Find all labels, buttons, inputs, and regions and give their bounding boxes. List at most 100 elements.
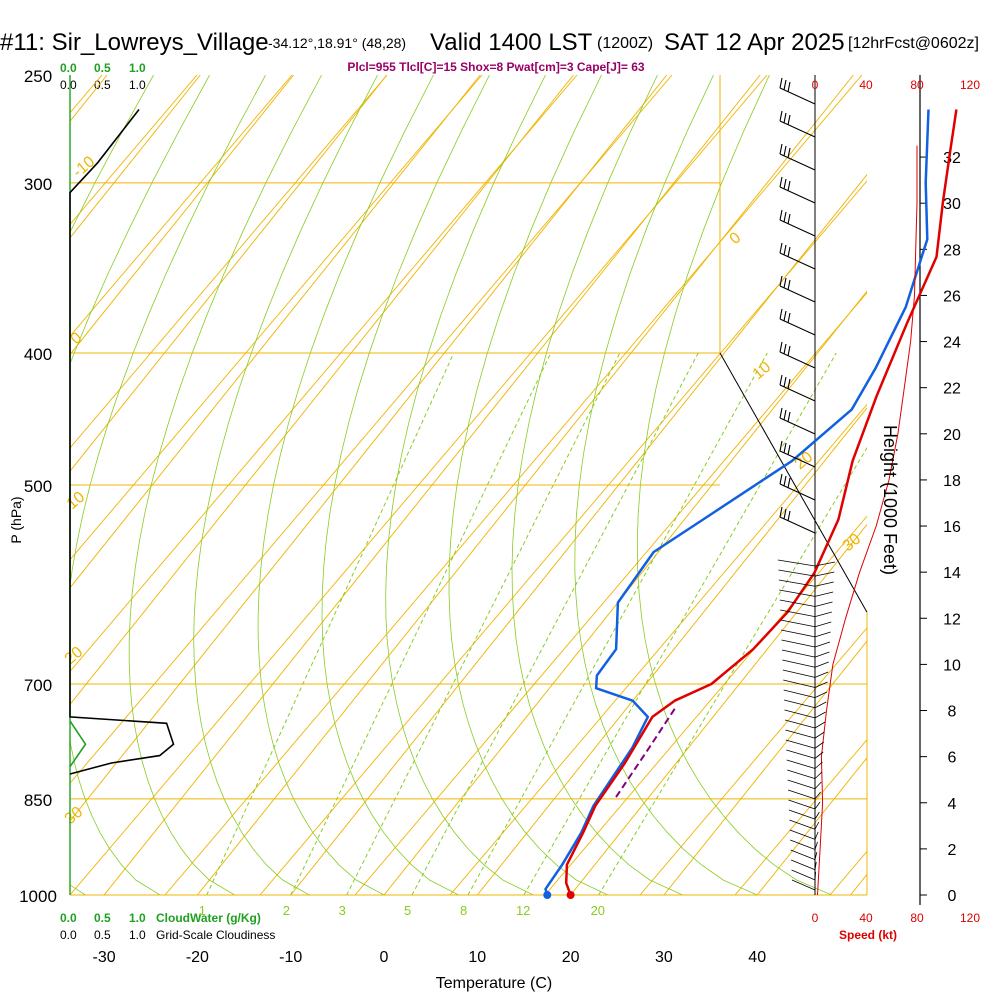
wind-barb-flag xyxy=(783,112,787,124)
wind-barb-flag xyxy=(779,242,783,254)
wind-barb-flag xyxy=(783,508,787,520)
wind-barb-flag xyxy=(779,110,783,122)
temperature-tick-label: -30 xyxy=(93,949,116,966)
wind-barb-flag xyxy=(787,279,791,291)
dry-adiabat-line xyxy=(925,75,1000,895)
wind-barb xyxy=(779,186,816,204)
wind-barb xyxy=(778,569,816,577)
wind-barb xyxy=(779,516,816,534)
cloud-water-label: CloudWater (g/Kg) xyxy=(156,911,261,925)
wind-barb-tail xyxy=(814,731,825,739)
wind-barb-tail xyxy=(814,801,821,810)
wind-barb-tail xyxy=(814,661,829,668)
wind-barb xyxy=(779,153,816,171)
wind-barb xyxy=(779,450,816,468)
wind-barb-flag xyxy=(779,143,783,155)
forecast-label: [12hrFcst@0602z] xyxy=(848,35,979,52)
height-tick-label: 14 xyxy=(943,565,961,582)
speed-axis-label: Speed (kt) xyxy=(839,928,897,942)
wind-barb-flag xyxy=(783,79,787,91)
mixing-ratio-label: 3 xyxy=(339,903,346,918)
wind-barb xyxy=(788,799,816,810)
dewpoint-line xyxy=(544,109,930,896)
pressure-tick-label: 850 xyxy=(24,791,52,810)
wind-barb-flag xyxy=(787,180,791,192)
dry-adiabat-line xyxy=(70,75,388,449)
wind-barb-tail xyxy=(814,681,828,688)
dry-adiabat-line xyxy=(639,627,867,895)
wind-barb xyxy=(783,679,816,688)
wind-barb xyxy=(779,219,816,237)
mixing-ratio-line xyxy=(411,352,699,895)
temperature-tick-label: 20 xyxy=(562,949,580,966)
moist-adiabat-line xyxy=(385,75,546,895)
mixing-ratio-label: 1 xyxy=(199,903,206,918)
wind-barb xyxy=(786,749,816,759)
cloudiness-tick: 0.5 xyxy=(94,78,111,92)
cloudiness-label: Grid-Scale Cloudiness xyxy=(156,928,275,942)
stability-params: Plcl=955 Tlcl[C]=15 Shox=8 Pwat[cm]=3 Ca… xyxy=(347,60,644,74)
cloud-water-line xyxy=(69,720,87,768)
temperature-tick-label: 0 xyxy=(380,949,389,966)
wind-barb xyxy=(779,483,816,501)
wind-barb-flag xyxy=(779,407,783,419)
wind-barb-flag xyxy=(779,176,783,188)
wind-barb xyxy=(779,417,816,435)
wind-barb xyxy=(779,599,816,607)
temperature-tick-label: 40 xyxy=(748,949,766,966)
wind-barb-flag xyxy=(779,440,783,452)
wind-barb xyxy=(790,849,816,860)
wind-barb-flag xyxy=(783,310,787,322)
valid-date: SAT 12 Apr 2025 xyxy=(664,29,845,56)
wind-barb-tail xyxy=(814,771,823,779)
height-tick-label: 18 xyxy=(943,473,961,490)
wind-barb-flag xyxy=(783,343,787,355)
height-tick-label: 0 xyxy=(948,888,957,905)
isotherm-line xyxy=(663,640,867,895)
wind-barb xyxy=(779,384,816,402)
height-axis-label: Height (1000 Feet) xyxy=(880,425,900,575)
valid-time: Valid 1400 LST xyxy=(430,29,593,56)
wind-barb-tail xyxy=(814,611,832,618)
wind-barb xyxy=(779,285,816,303)
wind-barb-flag xyxy=(779,374,783,386)
wind-barb xyxy=(779,87,816,105)
wind-barb-flag xyxy=(787,378,791,390)
pressure-tick-label: 250 xyxy=(24,67,52,86)
speed-tick-label: 40 xyxy=(859,78,873,92)
wind-barb-flag xyxy=(779,275,783,287)
wind-barb xyxy=(781,649,816,658)
temperature-tick-label: -10 xyxy=(279,949,302,966)
cloud-water-tick: 0.5 xyxy=(94,61,111,75)
wind-barb xyxy=(784,699,816,709)
parcel-line xyxy=(613,708,676,800)
wind-barb-flag xyxy=(787,213,791,225)
wind-barb-tail xyxy=(814,601,833,607)
wind-barb-flag xyxy=(779,473,783,485)
mixing-ratio-label: 12 xyxy=(516,903,530,918)
dry-adiabat-label: 30 xyxy=(62,804,87,829)
cloud-water-tick: 0.5 xyxy=(94,911,111,925)
x-axis-label: Temperature (C) xyxy=(436,975,552,992)
wind-barb xyxy=(790,839,816,850)
cloud-water-tick: 1.0 xyxy=(129,911,146,925)
wind-barb-tail xyxy=(814,851,818,860)
wind-barb xyxy=(790,859,816,871)
wind-barb-flag xyxy=(787,444,791,456)
pressure-tick-label: 700 xyxy=(24,676,52,695)
mixing-ratio-line xyxy=(206,352,455,895)
mixing-ratio-label: 20 xyxy=(591,903,605,918)
wind-barb xyxy=(778,579,816,587)
height-tick-label: 32 xyxy=(943,150,961,167)
wind-barb xyxy=(785,739,816,749)
height-tick-label: 22 xyxy=(943,381,961,398)
wind-barb-tail xyxy=(814,841,818,850)
height-tick-label: 6 xyxy=(948,750,957,767)
temperature-tick-label: 10 xyxy=(468,949,486,966)
wind-barb-tail xyxy=(814,631,831,638)
wind-barb-flag xyxy=(787,246,791,258)
cloudiness-tick: 0.0 xyxy=(60,78,77,92)
moist-adiabat-line xyxy=(128,75,322,895)
